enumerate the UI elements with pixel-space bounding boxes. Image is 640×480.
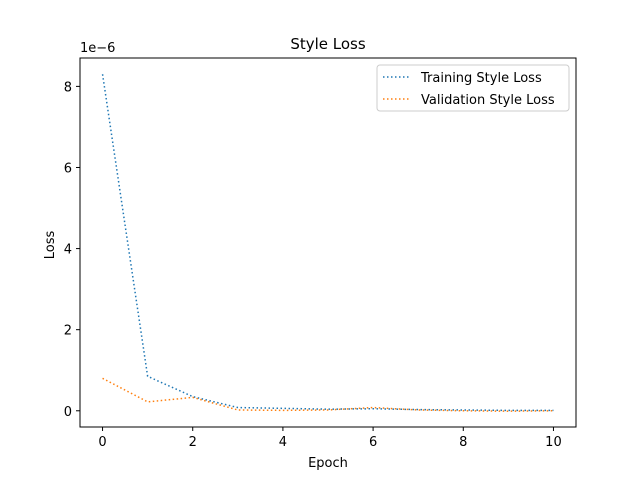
x-tick-label: 10 — [545, 435, 562, 450]
legend-box — [376, 64, 570, 112]
plot-frame — [79, 57, 577, 428]
y-tick-label: 8 — [64, 80, 72, 95]
series-line-2 — [102, 377, 554, 412]
x-axis-ticks: 0 2 4 6 8 10 — [98, 427, 562, 450]
x-tick-label: 6 — [369, 435, 377, 450]
plot-area — [79, 57, 577, 428]
x-axis-label: Epoch — [308, 456, 348, 471]
y-tick-label: 0 — [64, 405, 72, 420]
legend-label-1: Training Style Loss — [420, 71, 542, 86]
y-tick-label: 4 — [64, 243, 72, 258]
y-tick-label: 6 — [64, 161, 72, 176]
chart-title: Style Loss — [290, 35, 366, 53]
legend: Training Style Loss Validation Style Loss — [376, 64, 570, 112]
x-tick-label: 8 — [459, 435, 467, 450]
y-tick-label: 2 — [64, 324, 72, 339]
y-axis-ticks: 0 2 4 6 8 — [64, 80, 80, 420]
y-axis-offset-label: 1e−6 — [80, 41, 115, 56]
y-axis-label: Loss — [43, 231, 58, 260]
legend-label-2: Validation Style Loss — [421, 93, 555, 108]
x-tick-label: 2 — [189, 435, 197, 450]
x-tick-label: 4 — [279, 435, 287, 450]
series-layer — [101, 74, 554, 412]
x-tick-label: 0 — [98, 435, 106, 450]
